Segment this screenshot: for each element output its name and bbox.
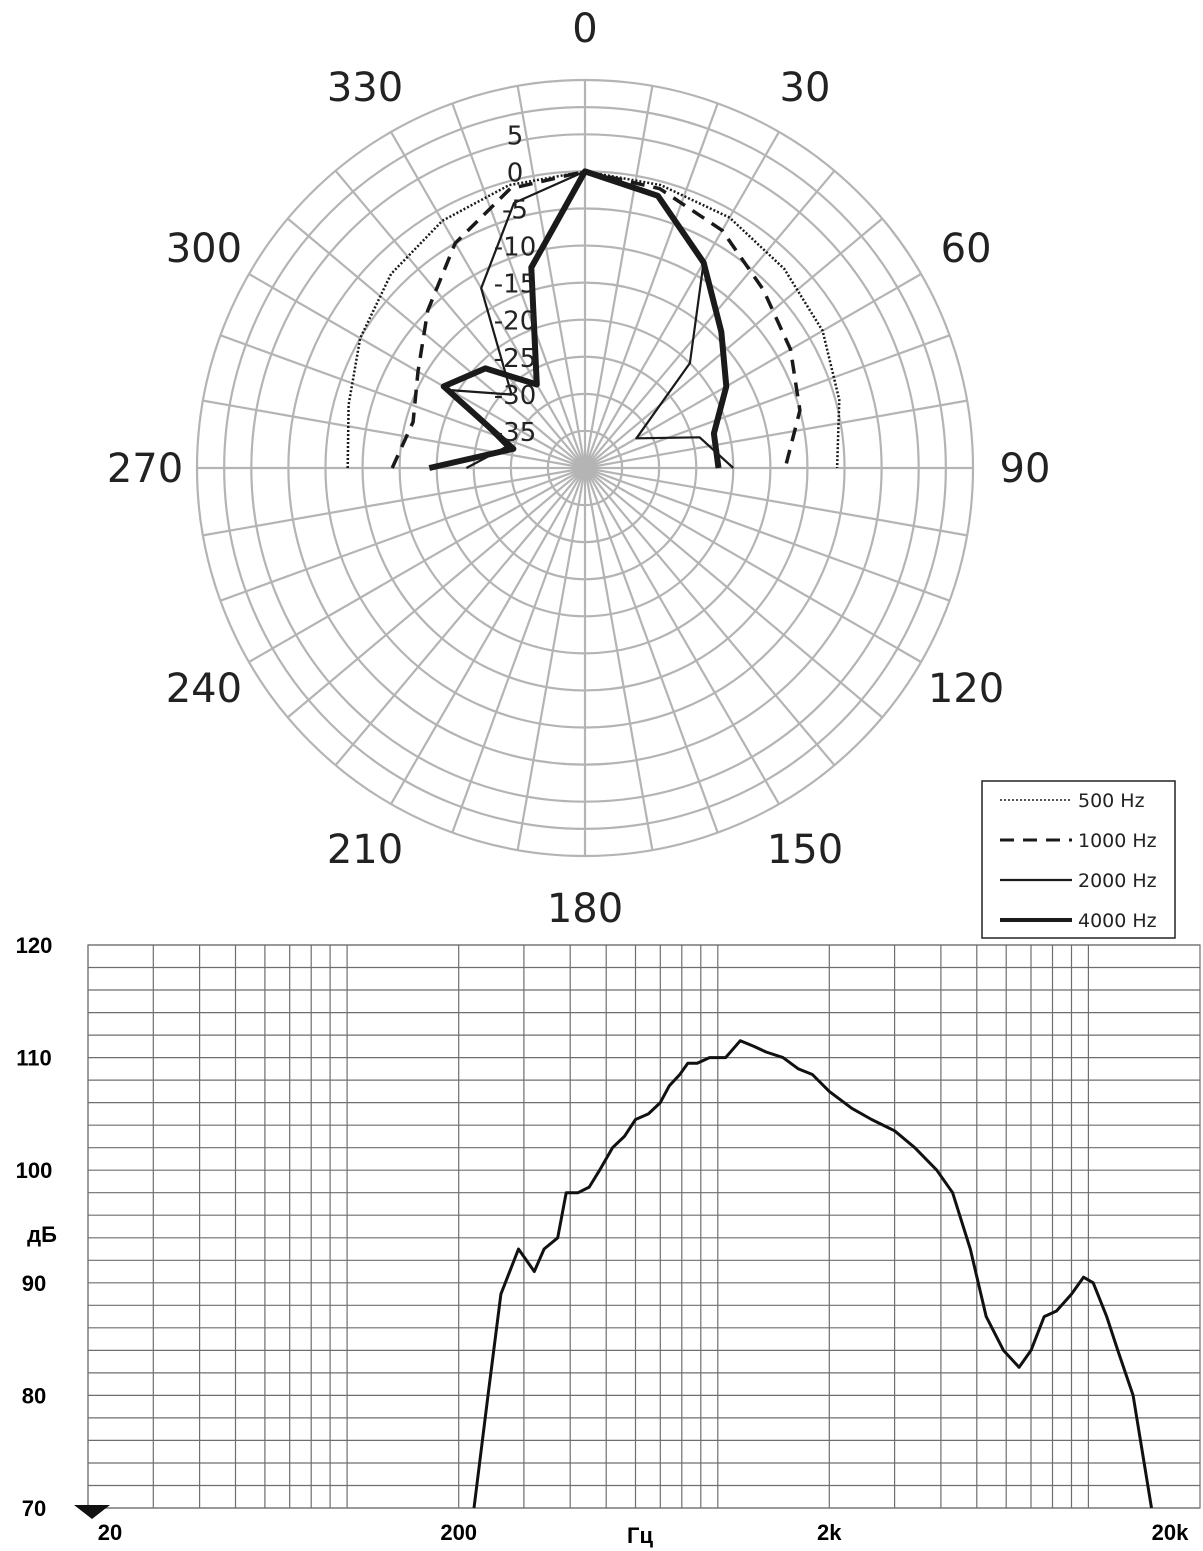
polar-ring-label: -30: [494, 381, 536, 411]
polar-ring-label: -15: [494, 270, 536, 300]
fr-border: [87, 944, 1201, 1509]
polar-spoke: [287, 472, 580, 719]
polar-angle-label: 270: [107, 446, 183, 492]
fr-y-tick-label: 100: [16, 1158, 53, 1183]
polar-ring-label: 5: [507, 121, 524, 151]
fr-x-axis-label: Гц: [627, 1523, 653, 1548]
polar-spoke: [586, 103, 719, 461]
fr-x-tick-label: 20k: [1152, 1520, 1189, 1545]
polar-curve-1000Hz: [390, 169, 802, 469]
polar-spoke: [588, 131, 780, 462]
polar-angle-label: 90: [1000, 446, 1051, 492]
polar-angle-label: 120: [928, 666, 1004, 712]
polar-spoke: [585, 475, 654, 851]
frequency-response-chart: 120 110 100 90 80 70 дБ 20 200 2k 20k Гц: [16, 933, 1201, 1548]
polar-spoke: [586, 475, 719, 833]
polar-spoke: [202, 399, 578, 468]
polar-ring-label: -35: [494, 418, 536, 448]
polar-angle-label: 210: [327, 827, 403, 873]
polar-spoke: [516, 85, 585, 461]
polar-spoke: [451, 475, 584, 833]
polar-spoke: [589, 473, 836, 766]
polar-ring-label: 0: [507, 158, 524, 188]
fr-curve: [472, 1039, 1153, 1509]
polar-spoke: [588, 474, 780, 805]
fr-x-tick-label: 20: [98, 1520, 122, 1545]
polar-spoke: [334, 170, 581, 463]
fr-grid: [87, 944, 1201, 1509]
polar-spoke: [592, 468, 968, 537]
polar-spoke: [390, 131, 582, 462]
legend-label: 1000 Hz: [1078, 830, 1157, 852]
fr-y-tick-label: 110: [16, 1046, 52, 1071]
axis-marker-triangle: [74, 1505, 110, 1519]
polar-spoke: [334, 473, 581, 766]
polar-spoke: [577, 431, 587, 469]
polar-spoke: [590, 472, 883, 719]
fr-x-tick-label: 2k: [817, 1520, 842, 1545]
polar-curves: [346, 168, 841, 471]
legend-label: 500 Hz: [1078, 790, 1145, 812]
polar-spoke: [589, 170, 836, 463]
fr-y-tick-label: 70: [22, 1496, 46, 1521]
polar-spoke: [248, 273, 579, 465]
polar-angle-label: 30: [780, 65, 831, 111]
polar-angle-label: 180: [547, 886, 623, 932]
polar-spoke: [220, 334, 578, 467]
polar-spoke: [220, 469, 578, 602]
polar-spoke: [591, 471, 922, 663]
polar-angle-label: 150: [767, 827, 843, 873]
polar-spoke: [585, 85, 654, 461]
fr-labels: 120 110 100 90 80 70 дБ 20 200 2k 20k Гц: [16, 933, 1189, 1548]
polar-spoke: [592, 399, 968, 468]
polar-ring-label: -5: [502, 196, 528, 226]
polar-angle-label: 330: [327, 65, 403, 111]
polar-spoke: [592, 334, 950, 467]
polar-angle-label: 0: [572, 6, 597, 52]
legend-box: [981, 780, 1176, 939]
polar-angle-label: 300: [166, 226, 242, 272]
polar-chart: 0 30 60 90 120 150 180 210 240 270 300 330 5 0 -5 -10 -…: [107, 6, 1051, 932]
polar-curve-4000Hz: [428, 168, 730, 471]
legend: 500 Hz 1000 Hz 2000 Hz 4000 Hz: [981, 780, 1176, 939]
polar-spoke: [287, 217, 580, 464]
fr-y-tick-label: 80: [22, 1383, 46, 1408]
legend-label: 4000 Hz: [1078, 910, 1157, 932]
polar-spoke: [516, 475, 585, 851]
polar-spoke: [451, 103, 584, 461]
polar-spoke: [202, 468, 578, 537]
polar-ring-label: -20: [494, 307, 536, 337]
polar-ring-labels: 5 0 -5 -10 -15 -20 -25 -30 -35: [494, 121, 536, 448]
fr-x-tick-label: 200: [440, 1520, 477, 1545]
polar-ring-label: -25: [494, 344, 536, 374]
polar-spoke: [390, 474, 582, 805]
polar-grid: [195, 78, 975, 858]
polar-ring-label: -10: [494, 233, 536, 263]
fr-y-tick-label: 90: [22, 1271, 46, 1296]
fr-y-tick-label: 120: [16, 933, 53, 958]
polar-spoke: [590, 217, 883, 464]
polar-spoke: [248, 471, 579, 663]
fr-line: [472, 1039, 1153, 1509]
polar-angle-label: 60: [941, 226, 992, 272]
polar-spoke: [591, 273, 922, 465]
fr-y-axis-label: дБ: [27, 1222, 57, 1247]
legend-label: 2000 Hz: [1078, 870, 1157, 892]
polar-angle-label: 240: [166, 666, 242, 712]
polar-angle-labels: 0 30 60 90 120 150 180 210 240 270 300 330: [107, 6, 1051, 932]
polar-spoke: [592, 469, 950, 602]
